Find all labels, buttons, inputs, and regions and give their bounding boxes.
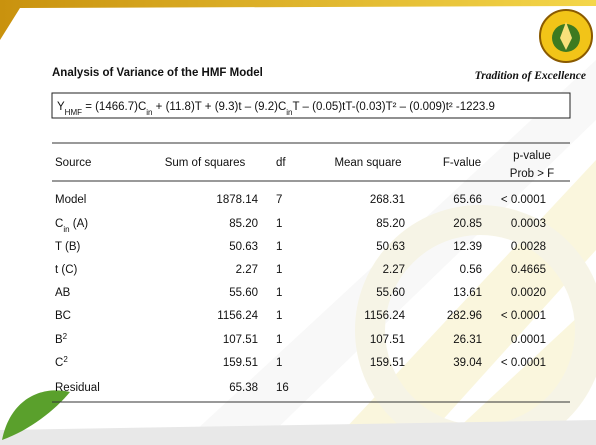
table-cell: 107.51 bbox=[370, 334, 405, 346]
superscript: 2 bbox=[63, 332, 68, 341]
column-header: df bbox=[276, 157, 286, 169]
table-cell: 159.51 bbox=[370, 357, 405, 369]
table-cell: 1 bbox=[276, 287, 282, 299]
table-cell: 85.20 bbox=[229, 218, 258, 230]
row-label: BC bbox=[55, 310, 71, 322]
column-header: p-value bbox=[513, 150, 551, 162]
table-cell: < 0.0001 bbox=[501, 194, 546, 206]
table-cell: 282.96 bbox=[447, 310, 482, 322]
text-run: BC bbox=[55, 310, 71, 322]
text-run: (A) bbox=[70, 218, 89, 230]
table-cell: 55.60 bbox=[229, 287, 258, 299]
table-cell: 7 bbox=[276, 194, 282, 206]
row-label: T (B) bbox=[55, 241, 81, 253]
table-cell: 13.61 bbox=[453, 287, 482, 299]
text-run: AB bbox=[55, 287, 71, 299]
column-header: Sum of squares bbox=[165, 157, 246, 169]
table-cell: 39.04 bbox=[453, 357, 482, 369]
column-header: Mean square bbox=[334, 157, 401, 169]
table-cell: 55.60 bbox=[376, 287, 405, 299]
table-cell: 1 bbox=[276, 264, 282, 276]
slide: Analysis of Variance of the HMF Model Tr… bbox=[0, 0, 596, 445]
slide-title: Analysis of Variance of the HMF Model bbox=[52, 67, 263, 79]
table-cell: 0.0028 bbox=[511, 241, 546, 253]
table-cell: 0.56 bbox=[460, 264, 482, 276]
table-cell: 0.0020 bbox=[511, 287, 546, 299]
column-header: Prob > F bbox=[510, 168, 554, 180]
table-cell: 1156.24 bbox=[364, 310, 405, 322]
table-cell: 1878.14 bbox=[216, 194, 258, 206]
table-cell: 16 bbox=[276, 382, 289, 394]
text-run: C bbox=[55, 357, 63, 369]
tagline: Tradition of Excellence bbox=[475, 70, 586, 82]
row-label: t (C) bbox=[55, 264, 78, 276]
table-cell: 50.63 bbox=[376, 241, 405, 253]
table-cell: 2.27 bbox=[383, 264, 405, 276]
text-run: = (1466.7)C bbox=[82, 101, 146, 113]
table-cell: 20.85 bbox=[453, 218, 482, 230]
table-cell: 12.39 bbox=[453, 241, 482, 253]
row-label: AB bbox=[55, 287, 71, 299]
table-cell: 1 bbox=[276, 310, 282, 322]
table-cell: 2.27 bbox=[236, 264, 258, 276]
text-run: T – (0.05)tT-(0.03)T² – (0.009)t² -1223.… bbox=[293, 101, 495, 113]
table-cell: 65.66 bbox=[453, 194, 482, 206]
table-cell: 1 bbox=[276, 218, 282, 230]
university-logo bbox=[540, 10, 592, 62]
table-cell: 159.51 bbox=[223, 357, 258, 369]
table-cell: 1 bbox=[276, 241, 282, 253]
text-run: Residual bbox=[55, 382, 100, 394]
text-run: T (B) bbox=[55, 241, 81, 253]
table-cell: 1156.24 bbox=[217, 310, 258, 322]
table-cell: 107.51 bbox=[223, 334, 258, 346]
table-cell: 1 bbox=[276, 334, 282, 346]
row-label: Residual bbox=[55, 382, 100, 394]
column-header: F-value bbox=[443, 157, 481, 169]
text-run: t (C) bbox=[55, 264, 78, 276]
text-run: C bbox=[55, 218, 63, 230]
table-cell: < 0.0001 bbox=[501, 310, 546, 322]
table-cell: 85.20 bbox=[376, 218, 405, 230]
table-cell: < 0.0001 bbox=[501, 357, 546, 369]
superscript: 2 bbox=[63, 355, 68, 364]
table-cell: 26.31 bbox=[453, 334, 482, 346]
table-cell: 268.31 bbox=[370, 194, 405, 206]
table-cell: 0.0001 bbox=[511, 334, 546, 346]
table-cell: 65.38 bbox=[229, 382, 258, 394]
text-run: + (11.8)T + (9.3)t – (9.2)C bbox=[152, 101, 286, 113]
text-run: Model bbox=[55, 194, 86, 206]
subscript: HMF bbox=[65, 108, 82, 117]
table-cell: 1 bbox=[276, 357, 282, 369]
table-cell: 0.4665 bbox=[511, 264, 546, 276]
column-header: Source bbox=[55, 157, 91, 169]
table-cell: 0.0003 bbox=[511, 218, 546, 230]
row-label: Model bbox=[55, 194, 86, 206]
table-cell: 50.63 bbox=[229, 241, 258, 253]
